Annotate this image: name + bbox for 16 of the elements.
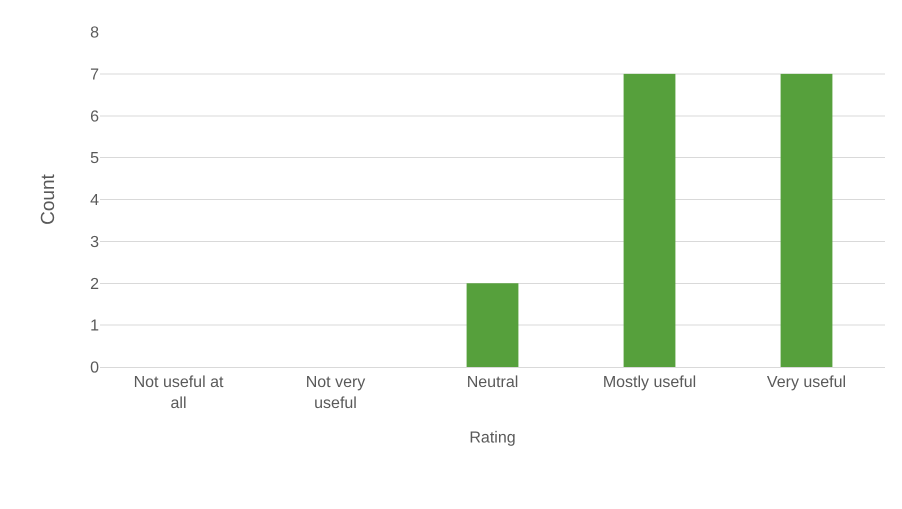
x-tick-label: Mostly useful xyxy=(602,374,696,392)
y-axis-title: Count xyxy=(38,173,59,225)
x-tick-label: Not useful at all xyxy=(134,374,224,412)
y-tick-label: 3 xyxy=(90,234,100,251)
y-tick-label: 5 xyxy=(90,150,100,168)
y-tick-label: 8 xyxy=(90,24,100,42)
y-tick-label: 0 xyxy=(90,360,100,377)
x-tick-label: Not very useful xyxy=(306,374,366,412)
x-tick-label: Neutral xyxy=(466,374,518,392)
x-tick-label: Very useful xyxy=(766,374,846,392)
y-tick-label: 7 xyxy=(90,66,100,84)
y-tick-label: 1 xyxy=(90,318,100,335)
x-axis-title: Rating xyxy=(469,430,516,447)
y-tick-label: 4 xyxy=(90,192,100,210)
y-tick-label: 6 xyxy=(90,108,100,126)
y-tick-label: 2 xyxy=(90,276,100,293)
